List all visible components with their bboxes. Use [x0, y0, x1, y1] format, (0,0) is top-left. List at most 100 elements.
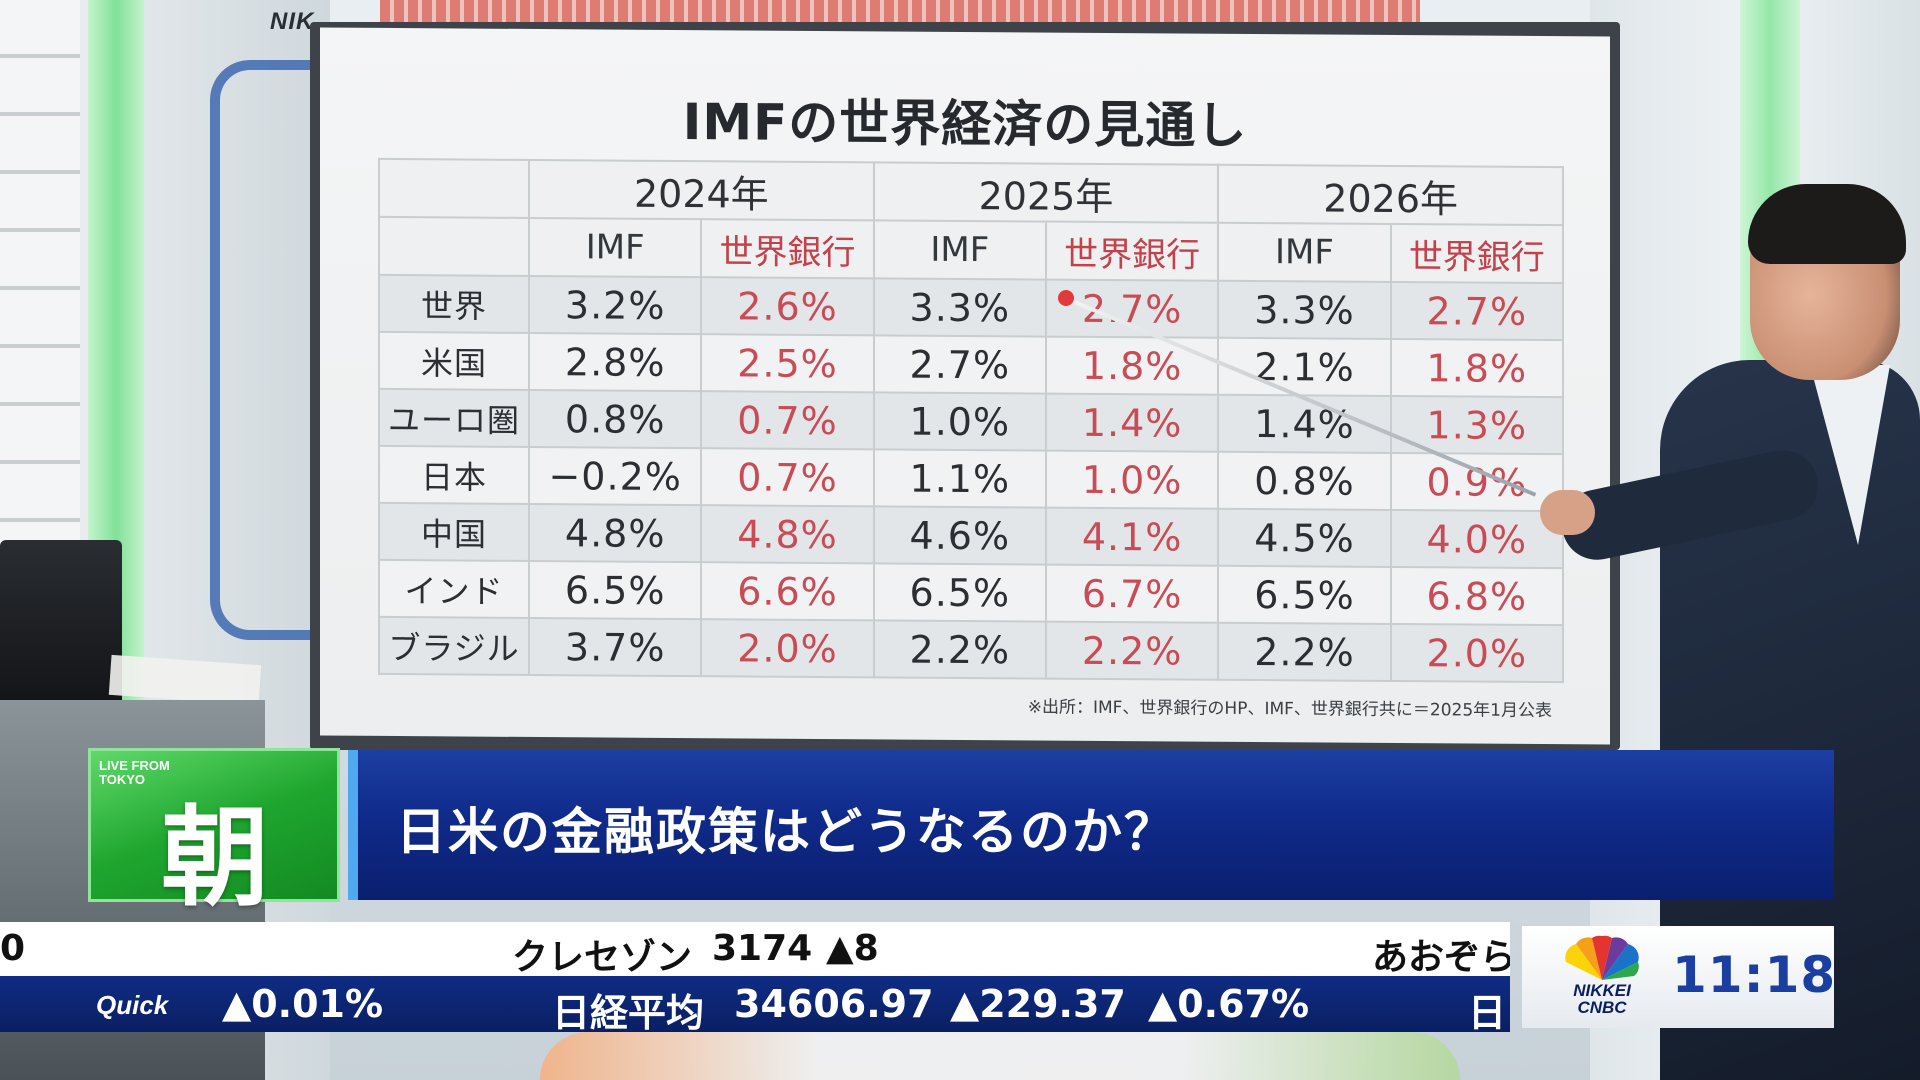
pointer-tip	[1058, 290, 1074, 306]
value-wb-2025: 1.4%	[1045, 393, 1219, 452]
index-value: 34606.97	[734, 982, 934, 1026]
value-imf-2025: 4.6%	[873, 506, 1046, 565]
presenter-hand	[1540, 490, 1595, 535]
value-wb-2024: 0.7%	[701, 391, 874, 450]
live-from-tokyo-label: LIVE FROM TOKYO	[99, 758, 170, 787]
headline-bar: 日米の金融政策はどうなるのか？	[348, 750, 1834, 900]
studio-top-led-strip	[380, 0, 1420, 22]
value-wb-2026: 0.9%	[1390, 452, 1563, 512]
source-note: ※出所：IMF、世界銀行のHP、IMF、世界銀行共に＝2025年1月公表	[1027, 697, 1552, 722]
corner-cell	[379, 216, 529, 276]
table-row-japan: 日本 −0.2% 0.7% 1.1% 1.0% 0.8% 0.9%	[379, 445, 1563, 512]
laptop	[0, 540, 122, 715]
ticker-stock-price: 3174	[712, 928, 813, 969]
value-imf-2025: 2.2%	[873, 620, 1046, 679]
value-imf-2025: 3.3%	[873, 278, 1046, 337]
value-wb-2024: 2.0%	[701, 619, 874, 678]
table-row-us: 米国 2.8% 2.5% 2.7% 1.8% 2.1% 1.8%	[379, 331, 1563, 398]
value-imf-2026: 6.5%	[1218, 565, 1391, 624]
value-wb-2026: 2.7%	[1390, 281, 1563, 341]
studio-wall-stripes	[0, 0, 80, 560]
source-wb-2026: 世界銀行	[1390, 223, 1563, 284]
program-logo: LIVE FROM TOKYO 朝	[88, 748, 340, 921]
value-wb-2025: 2.7%	[1045, 279, 1219, 338]
value-imf-2026: 4.5%	[1218, 508, 1391, 567]
ticker-next-fragment: 日	[1468, 991, 1507, 1032]
country-label: 中国	[379, 502, 529, 561]
value-imf-2026: 0.8%	[1218, 451, 1391, 510]
table-row-eurozone: ユーロ圏 0.8% 0.7% 1.0% 1.4% 1.4% 1.3%	[379, 388, 1563, 455]
value-imf-2026: 2.2%	[1218, 622, 1391, 681]
ticker-prev-change-pct: ▲0.01%	[222, 982, 384, 1026]
value-wb-2026: 6.8%	[1390, 566, 1563, 626]
table-row-india: インド 6.5% 6.6% 6.5% 6.7% 6.5% 6.8%	[379, 559, 1563, 626]
source-wb-2025: 世界銀行	[1045, 221, 1219, 281]
year-header-row: 2024年 2025年 2026年	[379, 158, 1563, 226]
value-imf-2024: 2.8%	[529, 332, 702, 392]
clock-box: NIKKEI CNBC 11:18	[1522, 926, 1837, 1028]
presenter-hair	[1748, 184, 1906, 264]
value-imf-2025: 1.0%	[873, 392, 1046, 451]
value-imf-2024: 6.5%	[529, 560, 702, 620]
value-wb-2024: 2.6%	[701, 277, 874, 336]
ticker-fragment-right: あおぞら	[1372, 937, 1510, 976]
nikkei-cnbc-logo: NIKKEI CNBC	[1556, 982, 1648, 1016]
forecast-table: 2024年 2025年 2026年 IMF 世界銀行 IMF 世界銀行 IMF …	[378, 158, 1564, 683]
index-name: 日経平均	[552, 991, 705, 1032]
peacock-logo-icon	[1565, 935, 1639, 980]
index-ticker-bottom: Quick ▲0.01% 日経平均 34606.97 ▲229.37 ▲0.67…	[0, 976, 1510, 1032]
index-change: ▲229.37	[950, 982, 1126, 1026]
corner-cell	[379, 158, 529, 218]
value-wb-2025: 1.0%	[1045, 450, 1219, 509]
quick-logo: Quick	[96, 990, 169, 1020]
ticker-stock-change: ▲8	[826, 928, 879, 969]
stock-ticker-top: 0 クレセゾン 3174 ▲8 あおぞら	[0, 922, 1510, 976]
value-wb-2025: 4.1%	[1045, 507, 1219, 566]
value-wb-2024: 2.5%	[701, 334, 874, 393]
clock-time: 11:18	[1672, 946, 1837, 1004]
source-header-row: IMF 世界銀行 IMF 世界銀行 IMF 世界銀行	[379, 216, 1563, 284]
value-wb-2025: 1.8%	[1045, 336, 1219, 395]
country-label: ブラジル	[379, 616, 529, 675]
studio-floor-logo	[540, 1032, 1460, 1080]
value-imf-2026: 3.3%	[1218, 280, 1391, 339]
value-wb-2025: 2.2%	[1045, 621, 1219, 680]
brand-line-nikkei: NIKKEI	[1573, 981, 1631, 1000]
value-imf-2024: −0.2%	[529, 446, 702, 506]
year-header-2024: 2024年	[529, 159, 874, 221]
country-label: ユーロ圏	[379, 388, 529, 447]
source-imf-2026: IMF	[1218, 222, 1391, 282]
value-wb-2026: 1.8%	[1390, 338, 1563, 398]
program-kanji: 朝	[161, 796, 270, 921]
source-imf-2025: IMF	[873, 220, 1046, 280]
country-label: 世界	[379, 274, 529, 333]
value-wb-2026: 2.0%	[1390, 623, 1563, 683]
presentation-board: IMFの世界経済の見通し 2024年 2025年 2026年 IMF 世界銀行 …	[310, 22, 1620, 750]
value-imf-2025: 1.1%	[873, 449, 1046, 508]
value-imf-2024: 0.8%	[529, 389, 702, 449]
value-wb-2024: 0.7%	[701, 448, 874, 507]
value-wb-2024: 4.8%	[701, 505, 874, 564]
table-row-world: 世界 3.2% 2.6% 3.3% 2.7% 3.3% 2.7%	[379, 274, 1563, 341]
value-wb-2026: 4.0%	[1390, 509, 1563, 569]
value-imf-2026: 2.1%	[1218, 337, 1391, 396]
brand-line-cnbc: CNBC	[1577, 998, 1627, 1017]
studio-top-logo: NIK	[270, 8, 315, 35]
board-title: IMFの世界経済の見通し	[682, 93, 1248, 155]
value-imf-2024: 3.2%	[529, 275, 702, 335]
year-header-2026: 2026年	[1218, 164, 1563, 226]
country-label: 米国	[379, 331, 529, 390]
ticker-stock-name: クレセゾン	[512, 937, 693, 976]
value-imf-2024: 3.7%	[529, 617, 702, 677]
value-imf-2025: 6.5%	[873, 563, 1046, 622]
studio-hex-frame	[210, 60, 330, 640]
country-label: インド	[379, 559, 529, 618]
board-panel: IMFの世界経済の見通し 2024年 2025年 2026年 IMF 世界銀行 …	[320, 27, 1610, 745]
value-wb-2025: 6.7%	[1045, 564, 1219, 623]
source-imf-2024: IMF	[529, 217, 702, 278]
headline-text: 日米の金融政策はどうなるのか？	[396, 803, 1176, 861]
value-imf-2025: 2.7%	[873, 335, 1046, 394]
value-imf-2024: 4.8%	[529, 503, 702, 563]
table-row-china: 中国 4.8% 4.8% 4.6% 4.1% 4.5% 4.0%	[379, 502, 1563, 569]
year-header-2025: 2025年	[873, 162, 1219, 223]
